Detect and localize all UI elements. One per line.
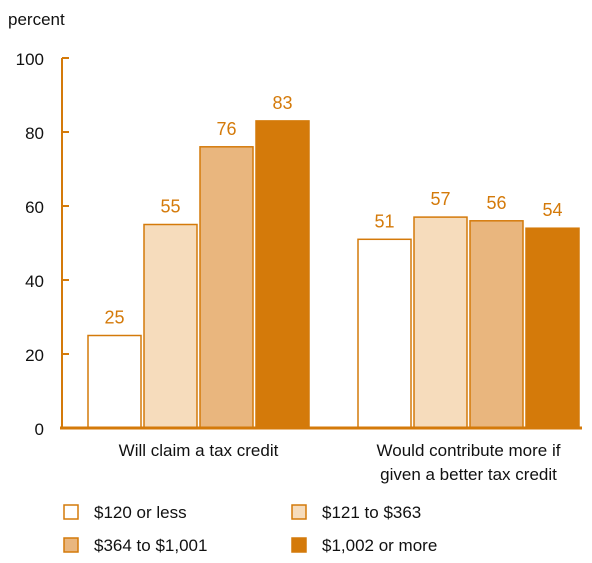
legend-label: $364 to $1,001 (94, 536, 207, 555)
category-label: given a better tax credit (380, 465, 557, 484)
y-tick-label: 20 (25, 346, 44, 365)
bar (358, 239, 411, 428)
bars (88, 121, 579, 428)
bar-value-label: 76 (216, 119, 236, 139)
category-labels: Will claim a tax credit Would contribute … (119, 441, 561, 484)
bar-value-label: 83 (272, 93, 292, 113)
bar (470, 221, 523, 428)
bar-value-label: 51 (374, 211, 394, 231)
bar-value-label: 57 (430, 189, 450, 209)
bar (526, 228, 579, 428)
y-tick-label: 80 (25, 124, 44, 143)
legend-swatch (64, 505, 78, 519)
legend-swatch (64, 538, 78, 552)
y-tick-label: 100 (16, 50, 44, 69)
y-axis-label: percent (8, 10, 65, 29)
category-label: Would contribute more if (377, 441, 561, 460)
bar (414, 217, 467, 428)
legend-label: $120 or less (94, 503, 187, 522)
bar (88, 336, 141, 429)
bar (256, 121, 309, 428)
bar (144, 225, 197, 429)
y-tick-label: 40 (25, 272, 44, 291)
bar (200, 147, 253, 428)
y-axis-ticks: 0 20 40 60 80 100 (16, 50, 69, 439)
legend-swatch (292, 505, 306, 519)
bar-value-label: 25 (104, 308, 124, 328)
legend-swatch (292, 538, 306, 552)
legend-label: $1,002 or more (322, 536, 437, 555)
y-tick-label: 60 (25, 198, 44, 217)
bar-value-label: 55 (160, 197, 180, 217)
bar-value-label: 54 (542, 200, 562, 220)
bar-value-label: 56 (486, 193, 506, 213)
legend-label: $121 to $363 (322, 503, 421, 522)
category-label: Will claim a tax credit (119, 441, 279, 460)
y-tick-label: 0 (35, 420, 44, 439)
legend: $120 or less $121 to $363 $364 to $1,001 $1… (64, 503, 437, 555)
